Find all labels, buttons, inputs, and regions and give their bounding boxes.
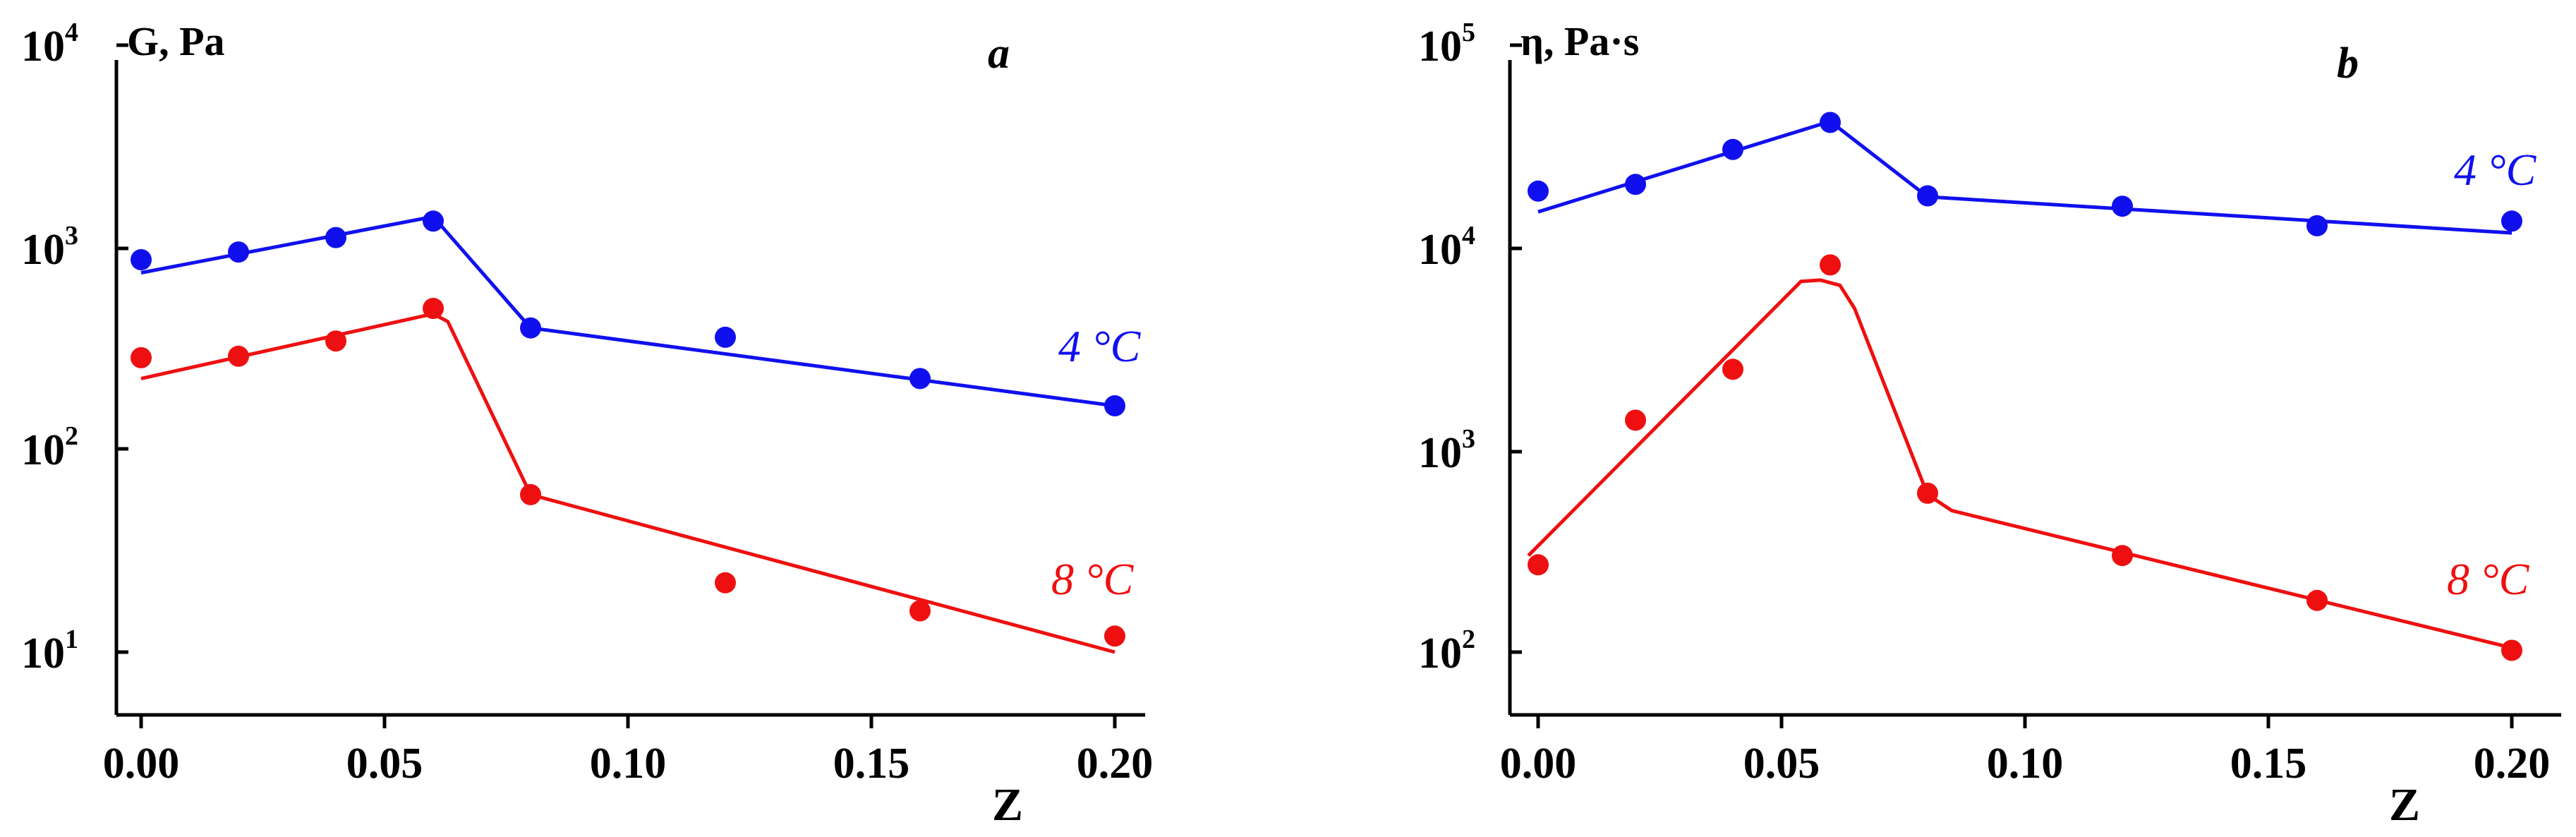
panel-a-data-point-8c: [228, 345, 249, 367]
panel-b-xtick-label: 0.00: [1500, 740, 1577, 788]
panel-a-fit-line-4c: [140, 215, 1115, 408]
panel-a-ytick-label: 101: [21, 625, 78, 678]
panel-a-xtick-label: 0.15: [833, 740, 910, 788]
panel-a-data-point-8c: [520, 483, 541, 505]
panel-a-plot-area: [131, 210, 1125, 654]
panel-a-xtick-label: 0.20: [1077, 740, 1154, 788]
panel-a-ytick-label: 103: [21, 221, 78, 274]
panel-a-data-point-8c: [423, 298, 444, 319]
panel-b-xtick-label: 0.15: [2230, 740, 2307, 788]
panel-a-data-point-8c: [131, 347, 152, 368]
panel-b-ytick-label: 104: [1418, 221, 1475, 274]
panel-a: 101 102 103 104 0.00 0.05 0.10 0.15 0.20…: [21, 18, 1153, 831]
panel-b: 102 103 104 105 0.00 0.05 0.10 0.15 0.20…: [1418, 18, 2561, 831]
panel-a-letter: a: [988, 30, 1010, 78]
panel-b-series-label-4c: 4 °C: [2454, 145, 2537, 195]
panel-b-data-point-4c: [1625, 174, 1646, 195]
panel-b-data-point-4c: [1528, 180, 1549, 202]
panel-b-data-point-4c: [2112, 195, 2133, 217]
panel-b-data-point-8c: [1820, 254, 1841, 276]
panel-a-series-label-4c: 4 °C: [1058, 321, 1142, 371]
panel-a-data-point-8c: [1104, 625, 1125, 647]
panel-b-data-point-4c: [1917, 185, 1938, 207]
panel-a-ytick-label: 104: [21, 18, 78, 71]
panel-a-data-point-4c: [131, 249, 152, 270]
panel-b-data-point-8c: [1625, 409, 1646, 431]
panel-b-fit-line-8c: [1527, 278, 2512, 650]
panel-b-ytick-label: 102: [1418, 625, 1475, 678]
panel-a-data-point-4c: [325, 227, 346, 248]
panel-b-data-point-8c: [2306, 589, 2328, 611]
panel-a-data-point-4c: [1104, 395, 1125, 416]
panel-a-ytick-label: 102: [21, 421, 78, 474]
panel-a-x-axis-label: Z: [992, 779, 1023, 831]
panel-b-xtick-label: 0.05: [1743, 740, 1820, 788]
panel-a-data-point-4c: [423, 210, 444, 232]
panel-a-data-point-4c: [520, 317, 541, 339]
panel-a-y-axis-label: G, Pa: [127, 18, 225, 64]
panel-b-data-point-8c: [1722, 359, 1743, 380]
panel-a-xtick-label: 0.10: [590, 740, 667, 788]
panel-a-data-point-8c: [715, 572, 736, 594]
panel-b-data-point-8c: [2501, 639, 2522, 661]
panel-b-xtick-label: 0.10: [1987, 740, 2064, 788]
panel-b-data-point-4c: [1820, 112, 1841, 133]
panel-a-data-point-4c: [715, 326, 736, 348]
panel-a-xtick-label: 0.05: [346, 740, 423, 788]
panel-b-fit-line-4c: [1537, 119, 2512, 235]
panel-b-data-point-8c: [1917, 482, 1938, 504]
panel-b-data-point-4c: [2501, 210, 2522, 232]
panel-b-data-point-8c: [1528, 554, 1549, 576]
panel-a-data-point-4c: [909, 368, 931, 390]
panel-b-ytick-label: 103: [1418, 424, 1475, 477]
panel-a-data-point-8c: [325, 330, 346, 352]
panel-b-y-axis-label: η, Pa·s: [1520, 18, 1639, 64]
panel-b-data-point-4c: [1722, 138, 1743, 160]
panel-a-data-point-4c: [228, 241, 249, 263]
panel-b-plot-area: [1527, 112, 2522, 661]
panel-a-data-point-8c: [909, 600, 931, 622]
panel-a-fit-line-8c: [140, 312, 1115, 654]
panel-b-xtick-label: 0.20: [2474, 740, 2551, 788]
panel-b-letter: b: [2337, 40, 2359, 88]
panel-a-xtick-label: 0.00: [103, 740, 180, 788]
panel-a-series-label-8c: 8 °C: [1051, 554, 1135, 604]
panel-b-series-label-8c: 8 °C: [2447, 554, 2530, 604]
panel-b-data-point-8c: [2112, 545, 2133, 567]
panel-b-x-axis-label: Z: [2389, 779, 2420, 831]
panel-b-ytick-label: 105: [1418, 18, 1475, 71]
panel-b-data-point-4c: [2306, 215, 2328, 236]
